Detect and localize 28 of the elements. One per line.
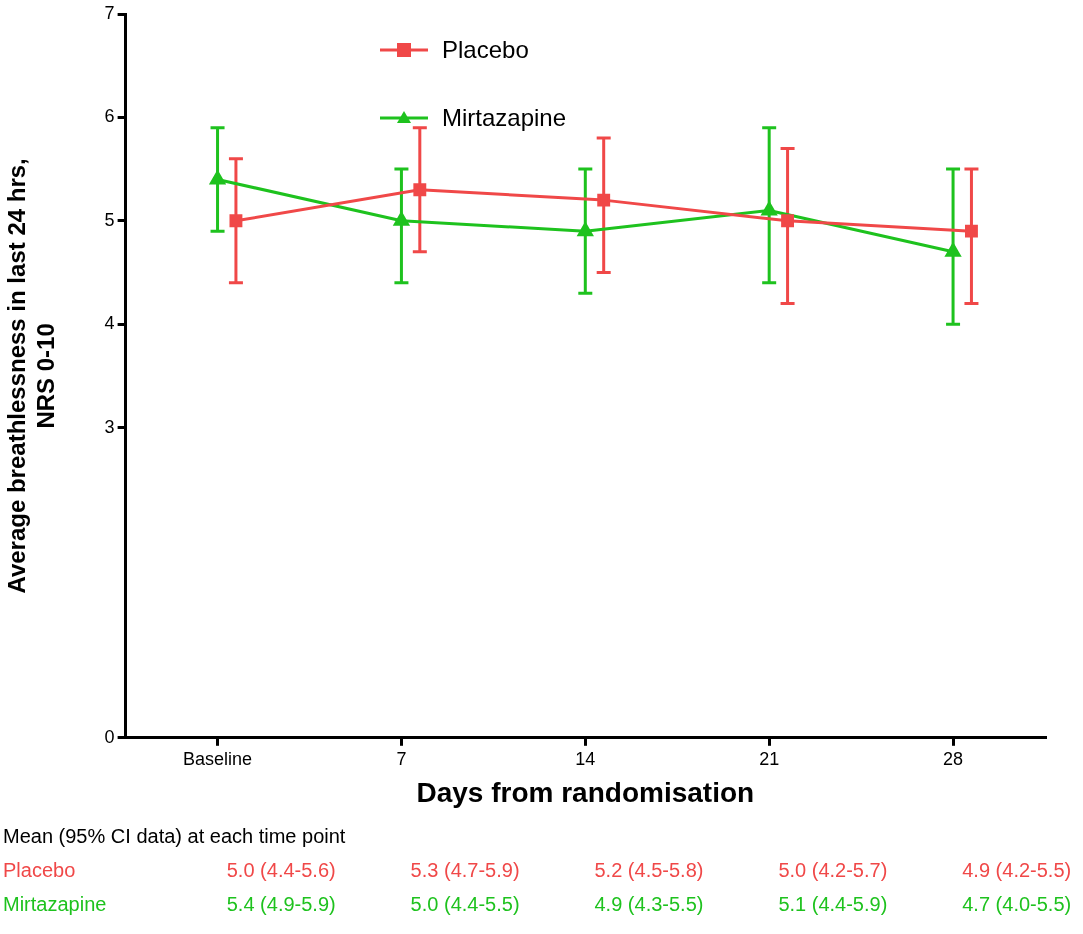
data-label: 5.0 (4.4-5.5): [410, 893, 520, 916]
x-tick-label: Baseline: [183, 748, 253, 769]
x-axis-title: Days from randomisation: [416, 776, 755, 808]
x-tick-label: 14: [575, 748, 596, 769]
x-tick-label: 28: [943, 748, 964, 769]
x-tick-label: 21: [759, 748, 780, 769]
y-tick-label: 4: [104, 313, 115, 334]
data-label: 4.7 (4.0-5.5): [962, 893, 1072, 916]
y-tick-label: 0: [104, 726, 115, 747]
y-tick-label: 7: [104, 2, 115, 23]
y-tick-label: 5: [104, 209, 115, 230]
data-label: 5.3 (4.7-5.9): [410, 859, 520, 882]
y-axis-title: Average breathlessness in last 24 hrs, NRS 0-10: [3, 158, 59, 594]
legend-label: Mirtazapine: [442, 104, 567, 132]
data-label: 5.1 (4.4-5.9): [778, 893, 888, 916]
y-tick-label: 6: [104, 106, 115, 127]
text: Mirtazapine: [3, 893, 107, 915]
data-label: 4.9 (4.2-5.5): [962, 859, 1072, 882]
legend-label: Placebo: [442, 36, 529, 64]
text: Mean (95% CI data) at each time point: [3, 825, 346, 848]
y-tick-label: 3: [104, 416, 115, 437]
data-label: 5.4 (4.9-5.9): [226, 893, 336, 916]
x-tick-label: 7: [396, 748, 407, 769]
text: Placebo: [3, 859, 76, 881]
data-label: 5.0 (4.2-5.7): [778, 859, 888, 882]
data-label: 5.0 (4.4-5.6): [226, 859, 336, 882]
data-label: 5.2 (4.5-5.8): [594, 859, 704, 882]
data-label: 4.9 (4.3-5.5): [594, 893, 704, 916]
